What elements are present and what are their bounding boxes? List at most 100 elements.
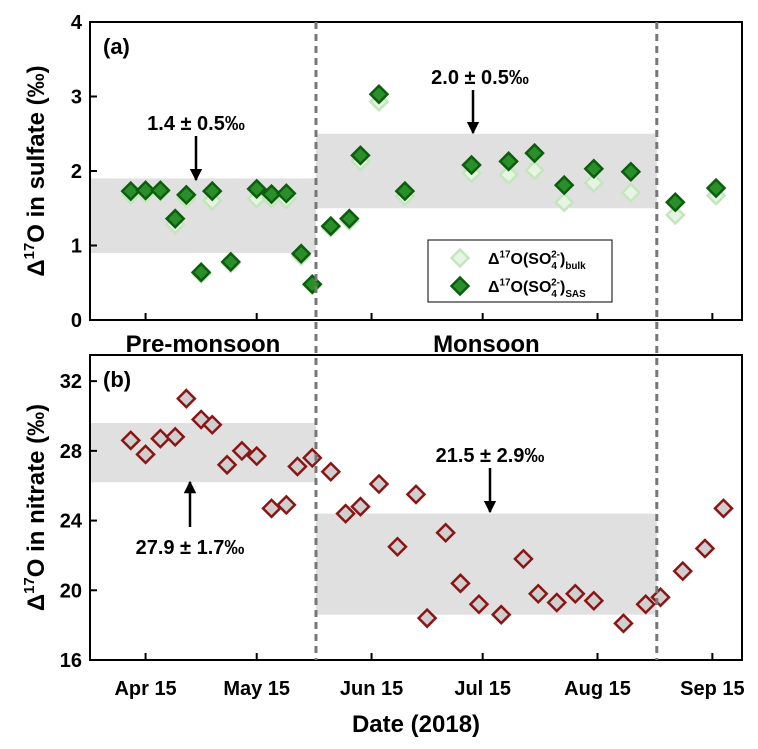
data-point [387,536,408,557]
x-axis-label: Date (2018) [352,711,480,738]
label-part: SAS [565,289,586,300]
label-part: 2- [551,277,560,288]
legend-marker [449,275,471,297]
data-point [164,426,186,448]
data-point [302,273,323,295]
data-point [524,159,545,181]
data-point [583,590,605,612]
data-point [350,496,371,517]
label-part: 4 [551,289,557,300]
data-point [368,473,390,495]
data-point [176,184,197,206]
data-point [368,83,390,105]
y-tick-label: 4 [71,12,83,34]
panel-label: (b) [103,367,131,392]
y-tick-label: 28 [60,441,82,463]
y-tick-label: 3 [71,87,82,109]
label-part: 2- [551,249,560,260]
label-part: 17 [500,249,512,260]
annotation: 2.0 ± 0.5‰ [431,67,529,89]
data-point [150,180,171,201]
data-point [220,251,242,273]
label-part: O(SO [511,251,552,268]
data-point [553,174,575,196]
data-point [302,447,323,469]
data-point [498,151,519,172]
data-point [613,613,634,634]
label-part: 4 [551,261,557,272]
data-point [135,180,156,201]
data-point [394,180,416,202]
data-point [231,440,253,462]
data-point [246,178,267,200]
data-point [435,522,456,544]
data-point [565,583,586,605]
label-part: ) [560,279,565,296]
x-tick-label: Jun 15 [340,678,403,700]
data-point [583,172,605,194]
panel-label: (a) [103,34,130,59]
label-part: ) [560,251,565,268]
data-point [261,183,282,205]
annotation: 27.9 ± 1.7‰ [136,537,245,559]
data-point [527,583,549,605]
data-point [176,388,197,409]
x-tick-label: Apr 15 [114,678,176,700]
data-point [524,142,545,164]
data-point [635,593,656,615]
data-point [583,158,605,180]
data-point [713,498,734,519]
data-point [513,548,534,570]
label-part: 17 [500,277,512,288]
data-point [287,456,308,477]
data-point [201,180,223,202]
x-tick-label: Aug 15 [564,678,631,700]
data-point [672,560,693,582]
x-tick-label: Sep 15 [680,678,744,700]
x-tick-label: May 15 [223,678,290,700]
label-part: 17 [22,577,38,594]
label-part: O(SO [511,279,552,296]
data-point [665,192,686,213]
annotation: 21.5 ± 2.9‰ [436,445,545,467]
y-axis-label: Δ17O in nitrate (‰) [22,404,50,611]
y-tick-label: 32 [60,371,82,393]
data-point [164,208,186,229]
data-point [405,484,427,505]
data-point [339,208,360,229]
data-point [335,503,356,524]
data-point [201,414,223,435]
data-point [620,161,642,183]
data-point [498,164,519,185]
data-point [290,243,312,264]
legend-label: Δ17O(SO42-)SAS [488,277,586,300]
data-point [450,573,471,594]
data-point [665,204,686,226]
data-point [276,494,297,516]
legend-marker [449,247,471,269]
data-point [120,180,142,202]
label-part: Δ [488,251,500,268]
sd-band [315,513,657,615]
y-tick-label: 0 [71,310,82,332]
data-point [216,454,238,476]
data-point [350,145,371,166]
data-point [135,444,156,465]
y-tick-label: 20 [60,580,82,602]
data-point [246,445,267,467]
legend-label: Δ17O(SO42-)bulk [488,249,586,272]
x-tick-label: Jul 15 [454,678,511,700]
annotation: 1.4 ± 0.5‰ [147,113,245,135]
data-point [490,604,512,625]
data-point [276,183,297,204]
sd-band [315,133,657,209]
data-point [320,215,342,237]
period-name: Pre-monsoon [126,331,281,358]
data-point [320,461,342,483]
data-point [705,177,727,199]
data-point [468,593,490,615]
data-point [461,154,482,176]
y-tick-label: 16 [60,650,82,672]
period-name: Monsoon [433,331,540,358]
